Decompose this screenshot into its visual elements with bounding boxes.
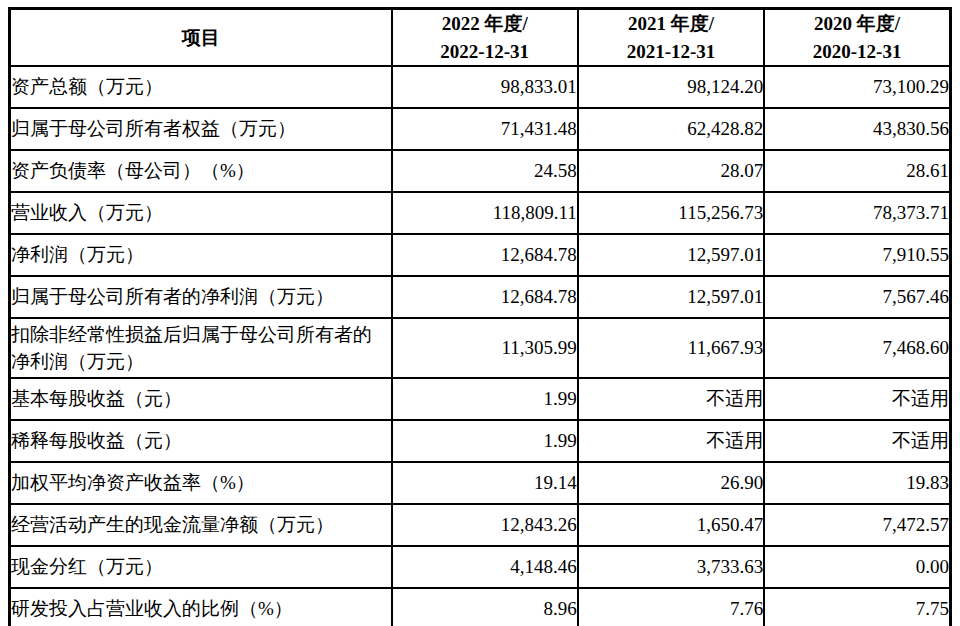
table-row: 经营活动产生的现金流量净额（万元） 12,843.26 1,650.47 7,4… [10,504,951,546]
cell-value: 26.90 [578,462,764,504]
cell-value: 12,597.01 [578,276,764,318]
row-label: 营业收入（万元） [10,192,392,234]
table-row: 资产负债率（母公司）（%） 24.58 28.07 28.61 [10,150,951,192]
table-row: 加权平均净资产收益率（%） 19.14 26.90 19.83 [10,462,951,504]
table-row: 稀释每股收益（元） 1.99 不适用 不适用 [10,420,951,462]
table-row: 营业收入（万元） 118,809.11 115,256.73 78,373.71 [10,192,951,234]
column-header-2022: 2022 年度/ 2022-12-31 [392,9,578,67]
cell-value: 1,650.47 [578,504,764,546]
header-line-1: 2020 年度/ [765,10,949,38]
row-label: 稀释每股收益（元） [10,420,392,462]
header-line-2: 2020-12-31 [765,38,949,66]
row-label: 现金分红（万元） [10,546,392,588]
cell-value: 7.75 [764,588,950,626]
cell-value: 不适用 [764,378,950,420]
cell-value: 118,809.11 [392,192,578,234]
cell-value: 28.61 [764,150,950,192]
table-row: 现金分红（万元） 4,148.46 3,733.63 0.00 [10,546,951,588]
table-row: 资产总额（万元） 98,833.01 98,124.20 73,100.29 [10,66,951,108]
cell-value: 7,472.57 [764,504,950,546]
cell-value: 7,910.55 [764,234,950,276]
row-label: 资产负债率（母公司）（%） [10,150,392,192]
row-label: 扣除非经常性损益后归属于母公司所有者的净利润（万元） [10,318,392,378]
header-line-2: 2022-12-31 [393,38,577,66]
cell-value: 7,468.60 [764,318,950,378]
cell-value: 24.58 [392,150,578,192]
row-label: 归属于母公司所有者权益（万元） [10,108,392,150]
financial-summary-table: 项目 2022 年度/ 2022-12-31 2021 年度/ 2021-12-… [8,7,952,626]
cell-value: 不适用 [578,378,764,420]
header-line-2: 2021-12-31 [579,38,763,66]
row-label: 资产总额（万元） [10,66,392,108]
cell-value: 98,124.20 [578,66,764,108]
cell-value: 12,597.01 [578,234,764,276]
cell-value: 73,100.29 [764,66,950,108]
column-header-2021: 2021 年度/ 2021-12-31 [578,9,764,67]
cell-value: 7,567.46 [764,276,950,318]
cell-value: 11,667.93 [578,318,764,378]
cell-value: 4,148.46 [392,546,578,588]
header-row: 项目 2022 年度/ 2022-12-31 2021 年度/ 2021-12-… [10,9,951,67]
cell-value: 115,256.73 [578,192,764,234]
table-row: 净利润（万元） 12,684.78 12,597.01 7,910.55 [10,234,951,276]
row-label: 经营活动产生的现金流量净额（万元） [10,504,392,546]
cell-value: 28.07 [578,150,764,192]
cell-value: 12,684.78 [392,234,578,276]
cell-value: 1.99 [392,420,578,462]
row-label: 加权平均净资产收益率（%） [10,462,392,504]
table-row: 归属于母公司所有者权益（万元） 71,431.48 62,428.82 43,8… [10,108,951,150]
cell-value: 8.96 [392,588,578,626]
header-line-1: 2022 年度/ [393,10,577,38]
cell-value: 11,305.99 [392,318,578,378]
table-row: 归属于母公司所有者的净利润（万元） 12,684.78 12,597.01 7,… [10,276,951,318]
table-row: 研发投入占营业收入的比例（%） 8.96 7.76 7.75 [10,588,951,626]
row-label: 研发投入占营业收入的比例（%） [10,588,392,626]
row-label: 归属于母公司所有者的净利润（万元） [10,276,392,318]
cell-value: 0.00 [764,546,950,588]
cell-value: 71,431.48 [392,108,578,150]
cell-value: 3,733.63 [578,546,764,588]
cell-value: 不适用 [764,420,950,462]
table-header: 项目 2022 年度/ 2022-12-31 2021 年度/ 2021-12-… [10,9,951,67]
cell-value: 12,684.78 [392,276,578,318]
cell-value: 19.14 [392,462,578,504]
cell-value: 12,843.26 [392,504,578,546]
table-body: 资产总额（万元） 98,833.01 98,124.20 73,100.29 归… [10,66,951,626]
cell-value: 78,373.71 [764,192,950,234]
cell-value: 19.83 [764,462,950,504]
cell-value: 1.99 [392,378,578,420]
table-row: 基本每股收益（元） 1.99 不适用 不适用 [10,378,951,420]
cell-value: 43,830.56 [764,108,950,150]
column-header-item: 项目 [10,9,392,67]
cell-value: 7.76 [578,588,764,626]
cell-value: 98,833.01 [392,66,578,108]
cell-value: 62,428.82 [578,108,764,150]
row-label: 净利润（万元） [10,234,392,276]
cell-value: 不适用 [578,420,764,462]
row-label: 基本每股收益（元） [10,378,392,420]
table-row: 扣除非经常性损益后归属于母公司所有者的净利润（万元） 11,305.99 11,… [10,318,951,378]
column-header-2020: 2020 年度/ 2020-12-31 [764,9,950,67]
header-line-1: 2021 年度/ [579,10,763,38]
